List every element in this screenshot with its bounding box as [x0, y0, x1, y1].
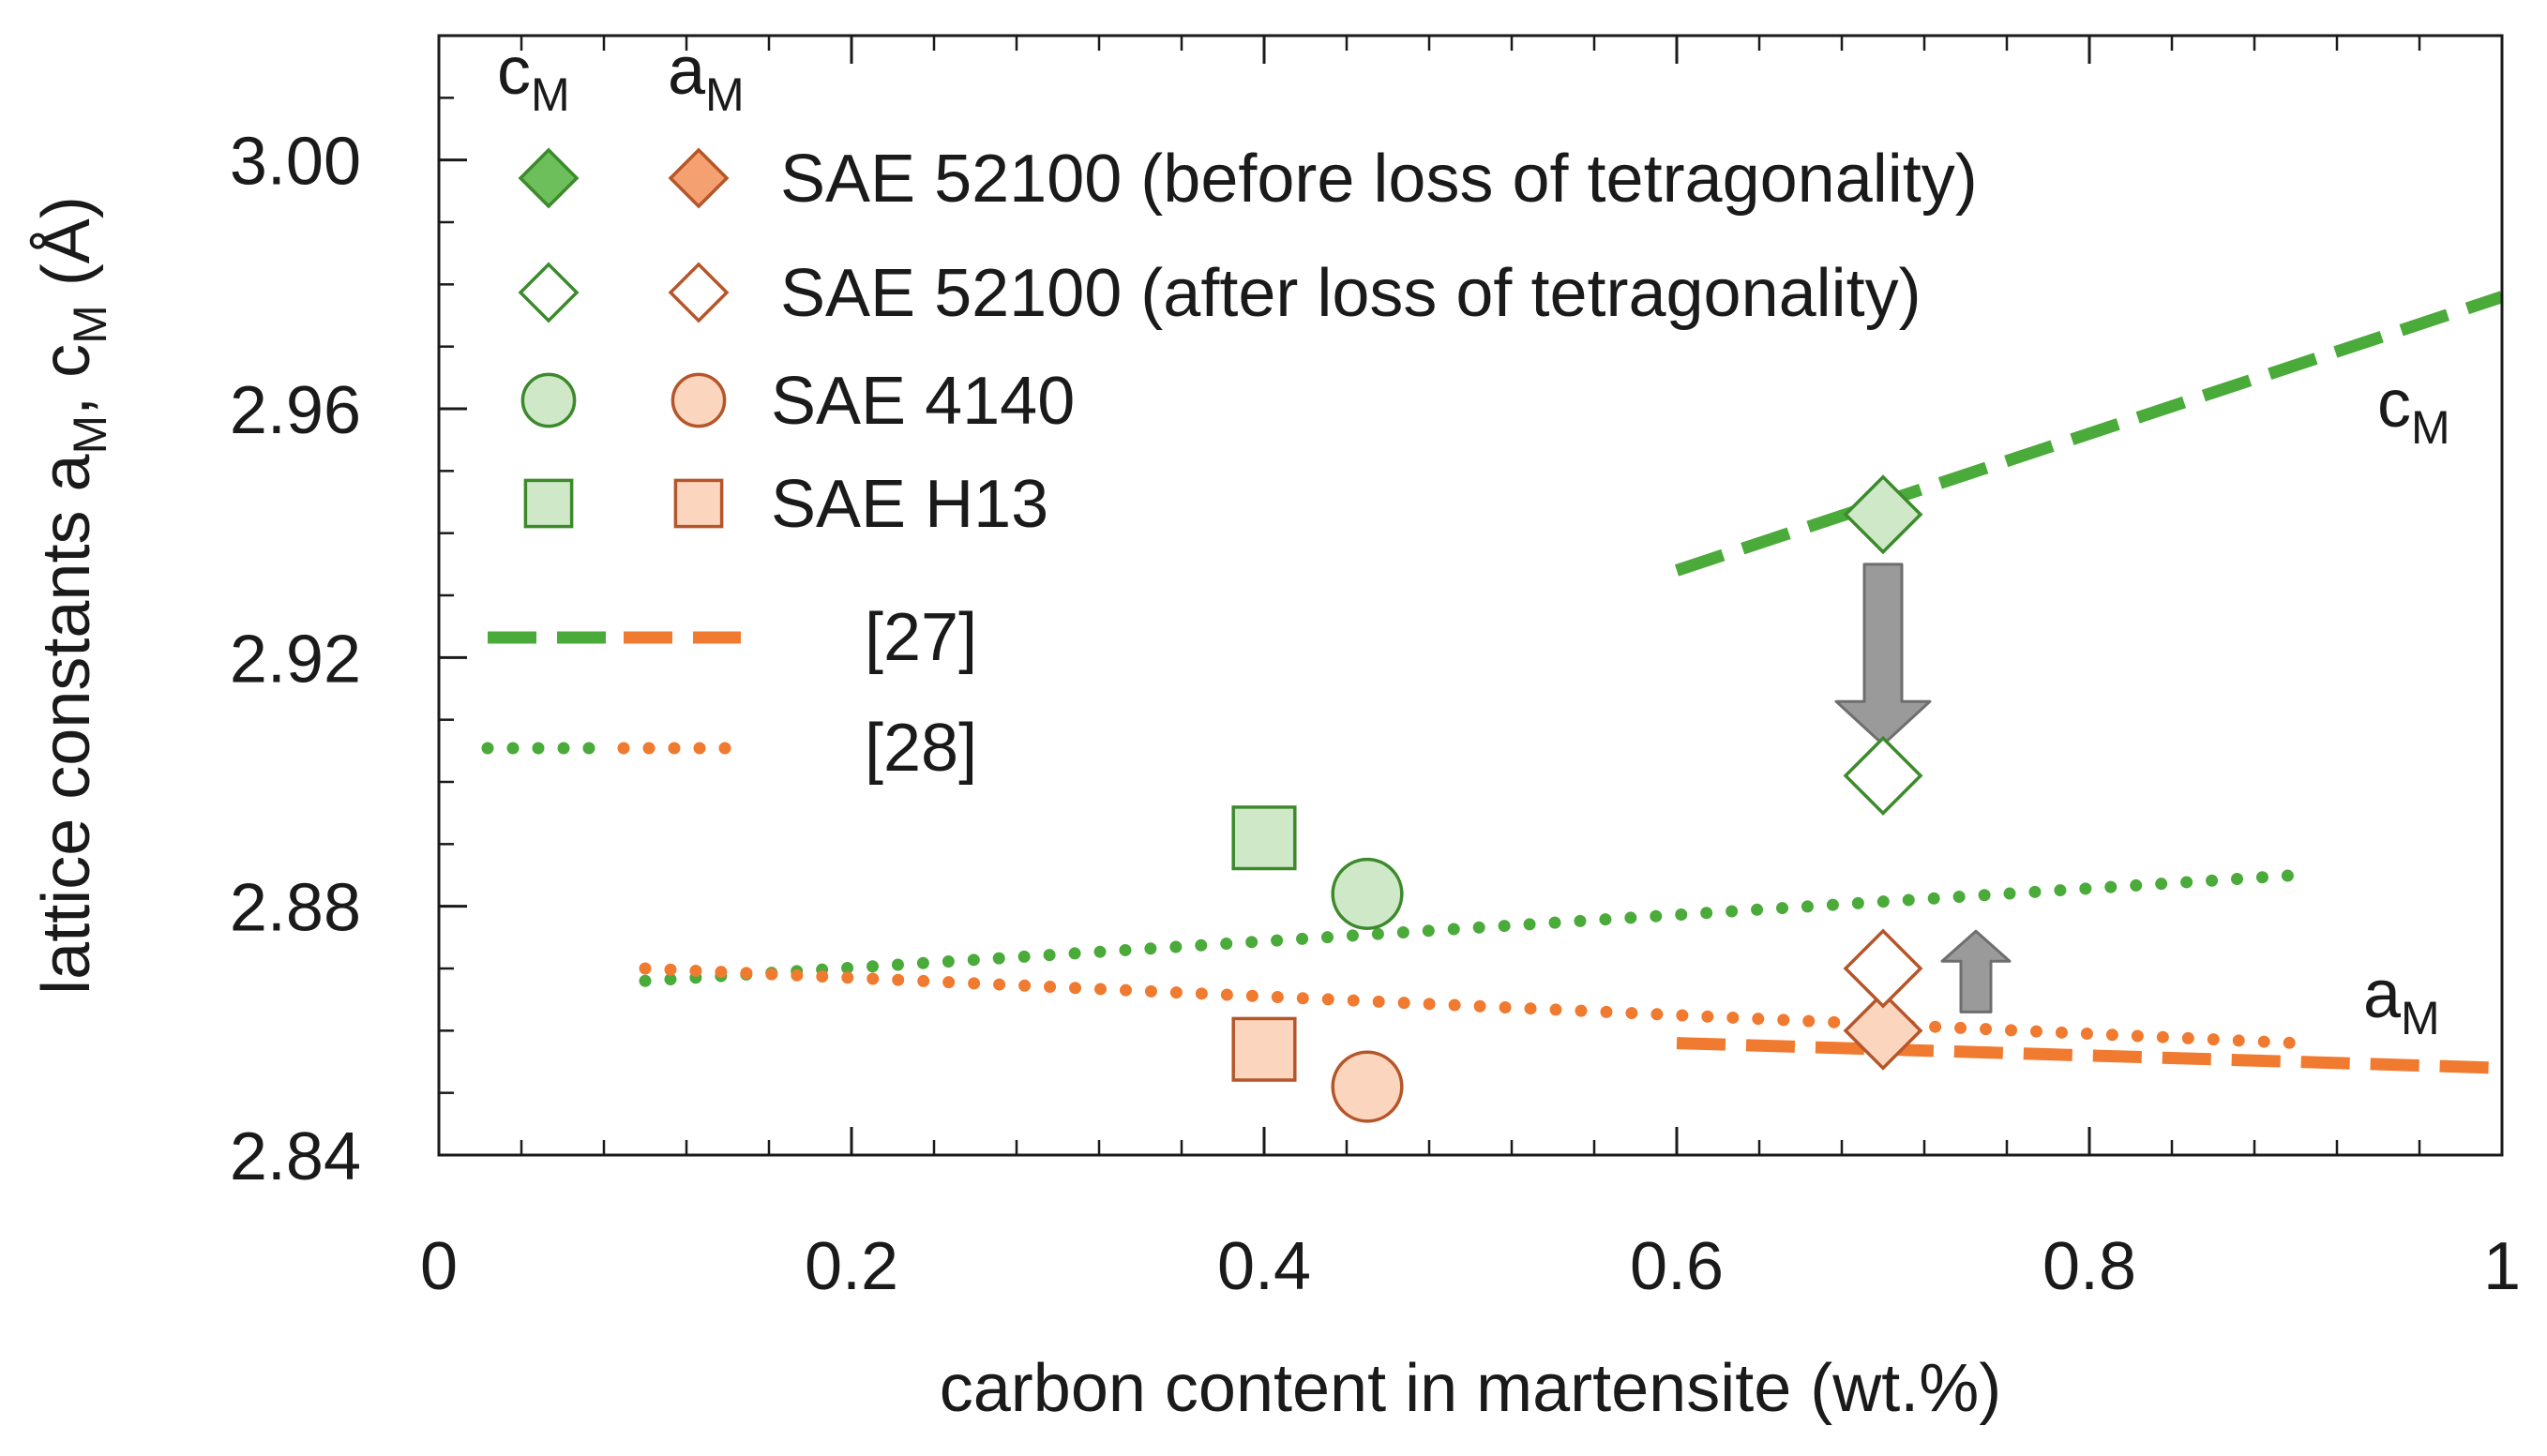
- y-axis-label-part: lattice constants a: [29, 454, 104, 995]
- series-label-a-letter: a: [2363, 957, 2402, 1032]
- x-axis-label: carbon content in martensite (wt.%): [940, 1351, 2002, 1426]
- series-label-c: cM: [2377, 367, 2450, 454]
- series-label-c-subscript: M: [2411, 401, 2450, 454]
- arrow-down: [1834, 563, 1932, 746]
- marker-circle-c: [1331, 857, 1404, 930]
- legend-header-a-subscript: M: [705, 68, 745, 121]
- x-tick-label: 0.6: [1630, 1229, 1724, 1304]
- y-axis-label-part: (Å): [29, 196, 104, 305]
- legend-label: SAE 4140: [771, 364, 1075, 439]
- legend-header-a-letter: a: [668, 34, 706, 109]
- x-tick-label: 0.2: [805, 1229, 898, 1304]
- series-label-a-subscript: M: [2401, 992, 2440, 1044]
- legend-label: SAE H13: [771, 467, 1048, 542]
- y-tick-label: 2.84: [230, 1119, 361, 1194]
- x-tick-label: 0.8: [2042, 1229, 2136, 1304]
- marker-diamond-open-c: [1843, 735, 1923, 816]
- legend-header-a: aM: [668, 34, 745, 121]
- marker-square-a: [1231, 1016, 1297, 1082]
- reference-lines: [639, 291, 2502, 1074]
- marker-diamond-c: [1843, 474, 1923, 555]
- y-axis-label-part: M: [64, 305, 116, 344]
- marker-circle-a: [1331, 1050, 1404, 1123]
- legend-marker-c: [518, 147, 580, 209]
- line-ref28ref-a: [639, 962, 2302, 1050]
- legend-label: SAE 52100 (before loss of tetragonality): [780, 142, 1978, 217]
- x-tick-label: 1: [2483, 1229, 2521, 1304]
- legend-ref-label: [28]: [865, 711, 977, 786]
- legend-marker-c: [520, 372, 577, 428]
- legend-marker-c: [518, 262, 580, 323]
- y-tick-label: 2.88: [230, 871, 361, 946]
- series-label-c-letter: c: [2377, 367, 2411, 442]
- marker-square-c: [1231, 805, 1297, 871]
- y-tick-label: 3.00: [230, 125, 361, 200]
- legend-marker-a: [673, 478, 724, 529]
- line-ref28ref-c: [639, 869, 2302, 987]
- shift-arrows: [1834, 563, 2012, 1013]
- y-tick-label: 2.92: [230, 622, 361, 697]
- legend-header-c-subscript: M: [531, 68, 570, 121]
- line-ref27ref-a: [1676, 1037, 2502, 1074]
- x-tick-label: 0: [420, 1229, 458, 1304]
- data-markers: [1231, 474, 1923, 1123]
- line-ref27ref-c: [1674, 291, 2502, 577]
- legend-ref-label: [27]: [865, 600, 977, 675]
- y-axis-label-part: M: [64, 415, 116, 455]
- legend-marker-c: [523, 478, 574, 529]
- y-axis-label-part: , c: [29, 344, 104, 415]
- y-axis-label: lattice constants aM, cM (Å): [29, 196, 116, 995]
- marker-diamond-open-a: [1843, 928, 1923, 1009]
- y-tick-label: 2.96: [230, 373, 361, 448]
- arrow-up: [1940, 929, 2012, 1013]
- legend-header-c: cM: [497, 34, 570, 121]
- legend-header-c-letter: c: [497, 34, 531, 109]
- x-tick-label: 0.4: [1217, 1229, 1311, 1304]
- marker-diamond-a: [1843, 990, 1923, 1071]
- legend-marker-a: [671, 372, 727, 428]
- legend-label: SAE 52100 (after loss of tetragonality): [780, 256, 1922, 331]
- legend-marker-a: [668, 262, 730, 323]
- legend-marker-a: [668, 147, 730, 209]
- axis-ticks: 0 0.2 0.4 0.6 0.8 1 2.84 2.88 2.92 2.96 3.00: [230, 34, 2521, 1304]
- series-label-a: aM: [2363, 957, 2440, 1044]
